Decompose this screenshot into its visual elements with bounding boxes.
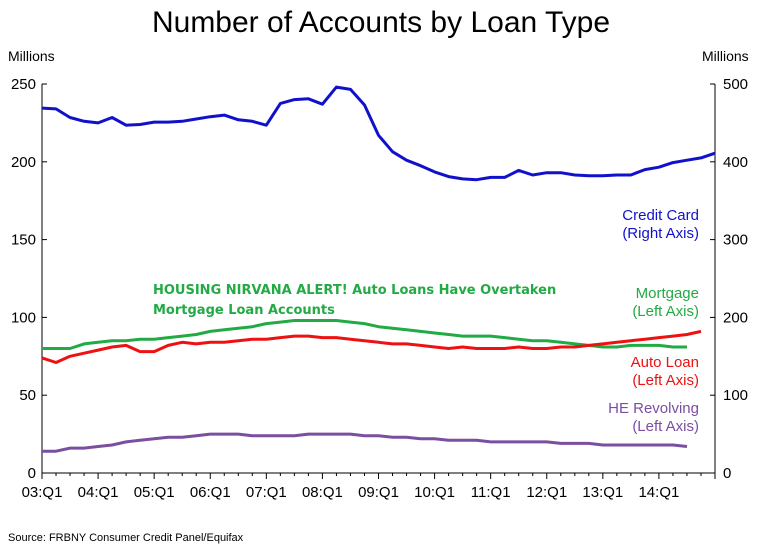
x-tick-label: 06:Q1: [190, 484, 231, 501]
series-label-mortgage: (Left Axis): [632, 303, 699, 320]
series-label-auto-loan: (Left Axis): [632, 372, 699, 389]
x-tick-label: 09:Q1: [358, 484, 399, 501]
series-label-mortgage: Mortgage: [636, 285, 699, 302]
left-tick-label: 100: [11, 309, 36, 326]
series-label-auto-loan: Auto Loan: [631, 354, 699, 371]
chart-axes: 0 50 100 150 200 250 0 100 200 300 400 500 03:Q1 04:Q…: [11, 76, 748, 501]
left-tick-label: 50: [19, 387, 36, 404]
series-line-auto-loan: [41, 329, 702, 364]
series-label-credit-card: (Right Axis): [622, 225, 699, 242]
right-tick-label: 0: [723, 465, 731, 482]
x-tick-label: 08:Q1: [302, 484, 343, 501]
series-line-credit-card: [41, 85, 716, 182]
x-tick-label: 03:Q1: [22, 484, 63, 501]
annotation: HOUSING NIRVANA ALERT! Auto Loans Have O…: [153, 283, 556, 318]
right-tick-label: 300: [723, 232, 748, 249]
x-tick-label: 05:Q1: [134, 484, 175, 501]
source-note: Source: FRBNY Consumer Credit Panel/Equi…: [8, 532, 244, 544]
series-label-credit-card: Credit Card: [622, 207, 699, 224]
annotation-line: HOUSING NIRVANA ALERT! Auto Loans Have O…: [153, 283, 556, 298]
x-tick-label: 13:Q1: [582, 484, 623, 501]
left-tick-label: 200: [11, 154, 36, 171]
annotation-line: Mortgage Loan Accounts: [153, 303, 335, 318]
series-labels: Credit Card(Right Axis)Mortgage(Left Axi…: [608, 207, 699, 435]
x-tick-label: 12:Q1: [526, 484, 567, 501]
right-tick-label: 100: [723, 387, 748, 404]
left-tick-label: 250: [11, 76, 36, 93]
series-line-mortgage: [42, 319, 687, 350]
x-tick-label: 14:Q1: [638, 484, 679, 501]
right-tick-label: 400: [723, 154, 748, 171]
series-line-he-revolving: [42, 432, 688, 453]
right-tick-label: 500: [723, 76, 748, 93]
left-axis-unit-label: Millions: [8, 48, 55, 64]
right-tick-label: 200: [723, 309, 748, 326]
left-tick-label: 0: [28, 465, 36, 482]
chart-title: Number of Accounts by Loan Type: [151, 6, 611, 39]
right-axis-unit-label: Millions: [702, 48, 749, 64]
left-tick-label: 150: [11, 232, 36, 249]
series-label-he-revolving: HE Revolving: [608, 400, 699, 417]
x-tick-label: 07:Q1: [246, 484, 287, 501]
series-label-he-revolving: (Left Axis): [632, 418, 699, 435]
x-tick-label: 10:Q1: [414, 484, 455, 501]
series-lines: [41, 85, 716, 453]
x-tick-label: 11:Q1: [471, 484, 511, 501]
x-tick-label: 04:Q1: [78, 484, 119, 501]
